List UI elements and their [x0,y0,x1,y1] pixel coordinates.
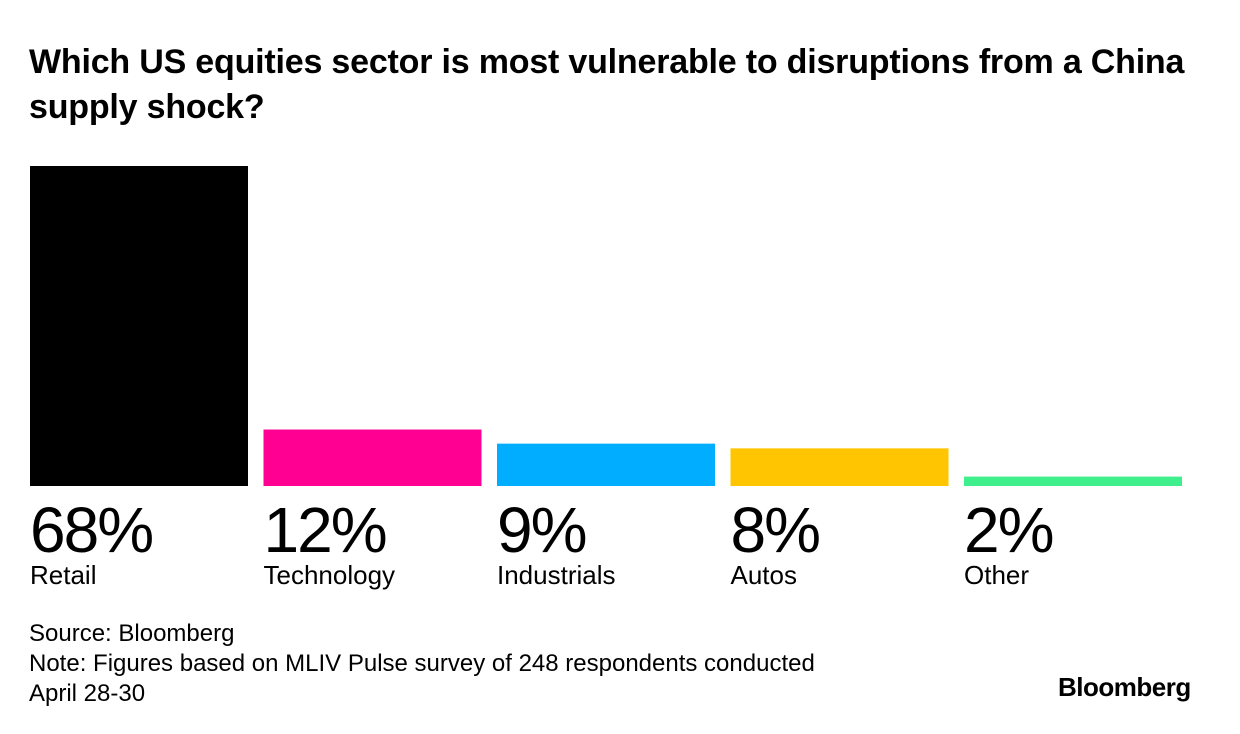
footer: Source: Bloomberg Note: Figures based on… [29,619,815,709]
category-label-technology: Technology [264,560,396,590]
bar-other [964,476,1182,486]
category-label-autos: Autos [731,560,798,590]
bloomberg-logo: Bloomberg [1058,672,1191,702]
bar-autos [730,448,949,486]
category-label-industrials: Industrials [497,560,616,590]
bar-industrials [497,443,715,486]
category-label-other: Other [964,560,1029,590]
source-text: Source: Bloomberg [29,620,235,647]
value-label-retail: 68% [30,494,152,566]
bar-retail [30,166,248,486]
bar-technology [263,429,482,486]
value-label-other: 2% [964,494,1053,566]
note-text-line-1: Note: Figures based on MLIV Pulse survey… [29,650,815,677]
value-label-technology: 12% [264,494,386,566]
note-text-line-2: April 28-30 [29,680,146,707]
category-label-retail: Retail [30,560,96,590]
value-label-industrials: 9% [497,494,586,566]
chart-title: Which US equities sector is most vulnera… [29,43,1185,126]
value-label-autos: 8% [731,494,820,566]
